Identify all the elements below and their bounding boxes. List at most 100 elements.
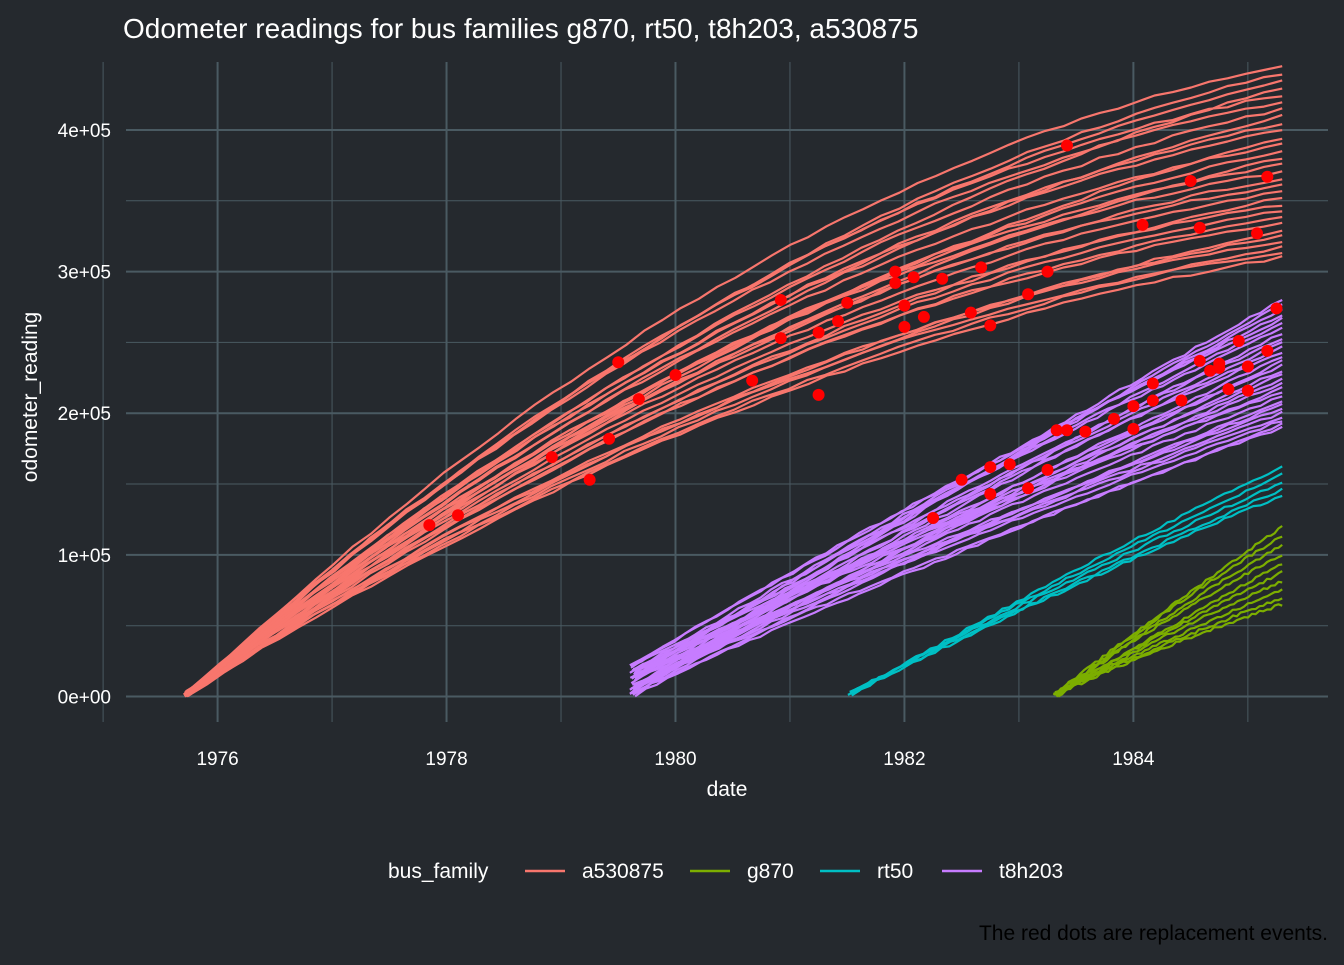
replacement-event-dot	[1213, 361, 1226, 374]
series-line-rt50	[849, 487, 1283, 693]
y-axis-label: odometer_reading	[19, 312, 42, 482]
series-line-g870	[1058, 580, 1283, 697]
replacement-event-dot	[1079, 425, 1092, 438]
legend: bus_family a530875 g870 rt50 t8h203	[388, 860, 1063, 883]
x-tick-label: 1982	[883, 749, 925, 770]
series-line-rt50	[851, 465, 1283, 697]
replacement-event-dot	[1241, 384, 1254, 397]
replacement-event-dot	[1146, 394, 1159, 407]
replacement-event-dot	[1022, 482, 1035, 495]
chart-title: Odometer readings for bus families g870,…	[123, 13, 918, 44]
series-line-t8h203	[629, 333, 1283, 695]
series-line-a530875	[183, 150, 1283, 696]
replacement-event-dot	[1060, 139, 1073, 152]
replacement-event-dot	[1003, 458, 1016, 471]
legend-label-rt50: rt50	[877, 860, 913, 883]
replacement-event-dot	[812, 388, 825, 401]
replacement-event-dot	[984, 487, 997, 500]
series-line-a530875	[187, 196, 1283, 694]
replacement-event-dot	[1041, 265, 1054, 278]
replacement-event-dot	[1261, 170, 1274, 183]
replacement-event-dot	[1146, 377, 1159, 390]
y-tick-label: 3e+05	[58, 263, 111, 284]
series-line-g870	[1055, 554, 1283, 695]
replacement-event-dot	[1270, 302, 1283, 315]
replacement-event-dot	[1184, 174, 1197, 187]
legend-label-t8h203: t8h203	[999, 860, 1063, 883]
replacement-event-dots	[423, 139, 1283, 532]
replacement-event-dot	[964, 306, 977, 319]
replacement-event-dot	[1050, 424, 1063, 437]
replacement-event-dot	[451, 509, 464, 522]
replacement-event-dot	[545, 451, 558, 464]
replacement-event-dot	[898, 299, 911, 312]
series-line-a530875	[184, 142, 1283, 694]
replacement-event-dot	[603, 432, 616, 445]
y-tick-label: 0e+00	[58, 688, 111, 709]
replacement-event-dot	[984, 461, 997, 474]
replacement-event-dot	[1251, 227, 1264, 240]
y-tick-label: 2e+05	[58, 404, 111, 425]
x-tick-label: 1980	[654, 749, 696, 770]
replacement-event-dot	[1222, 383, 1235, 396]
series-line-g870	[1055, 563, 1283, 698]
series-lines	[183, 65, 1283, 698]
legend-label-g870: g870	[747, 860, 794, 883]
series-line-a530875	[187, 73, 1283, 695]
x-tick-label: 1976	[196, 749, 238, 770]
series-line-g870	[1054, 570, 1283, 694]
replacement-event-dot	[423, 519, 436, 532]
series-line-t8h203	[634, 402, 1283, 698]
replacement-event-dot	[1232, 335, 1245, 348]
replacement-event-dot	[1241, 360, 1254, 373]
replacement-event-dot	[1136, 218, 1149, 231]
replacement-event-dot	[927, 512, 940, 525]
x-axis-ticks: 1976 1978 1980 1982 1984	[196, 749, 1155, 770]
x-axis-label: date	[707, 778, 748, 801]
legend-title: bus_family	[388, 860, 489, 883]
series-line-a530875	[187, 65, 1283, 696]
series-line-g870	[1055, 535, 1283, 698]
replacement-event-dot	[1204, 364, 1217, 377]
series-line-t8h203	[632, 359, 1283, 691]
series-line-t8h203	[633, 345, 1283, 694]
replacement-event-dot	[774, 332, 787, 345]
series-line-t8h203	[630, 370, 1283, 690]
replacement-event-dot	[832, 315, 845, 328]
replacement-event-dot	[1022, 288, 1035, 301]
replacement-event-dot	[632, 393, 645, 406]
replacement-event-dot	[955, 473, 968, 486]
x-tick-label: 1978	[425, 749, 467, 770]
replacement-event-dot	[669, 369, 682, 382]
replacement-event-dot	[898, 320, 911, 333]
replacement-event-dot	[1127, 400, 1140, 413]
replacement-event-dot	[1193, 221, 1206, 234]
series-line-a530875	[187, 255, 1283, 696]
replacement-event-dot	[612, 356, 625, 369]
x-tick-label: 1984	[1112, 749, 1155, 770]
replacement-event-dot	[889, 276, 902, 289]
series-line-a530875	[187, 234, 1283, 697]
series-line-a530875	[187, 215, 1283, 698]
y-tick-label: 4e+05	[58, 121, 111, 142]
series-line-g870	[1053, 525, 1283, 695]
replacement-event-dot	[1127, 422, 1140, 435]
replacement-event-dot	[975, 261, 988, 274]
replacement-event-dot	[1060, 424, 1073, 437]
replacement-event-dot	[1041, 463, 1054, 476]
y-axis-ticks: 0e+00 1e+05 2e+05 3e+05 4e+05	[58, 121, 111, 709]
legend-label-a530875: a530875	[582, 860, 664, 883]
replacement-event-dot	[774, 293, 787, 306]
series-line-g870	[1054, 603, 1283, 696]
series-line-a530875	[185, 137, 1283, 692]
series-line-t8h203	[632, 303, 1283, 693]
y-tick-label: 1e+05	[58, 546, 111, 567]
series-line-t8h203	[632, 377, 1283, 696]
replacement-event-dot	[917, 310, 930, 323]
replacement-event-dot	[841, 296, 854, 309]
replacement-event-dot	[1193, 354, 1206, 367]
series-line-a530875	[183, 87, 1283, 696]
replacement-event-dot	[583, 473, 596, 486]
series-line-t8h203	[629, 314, 1283, 667]
series-line-a530875	[186, 157, 1283, 697]
